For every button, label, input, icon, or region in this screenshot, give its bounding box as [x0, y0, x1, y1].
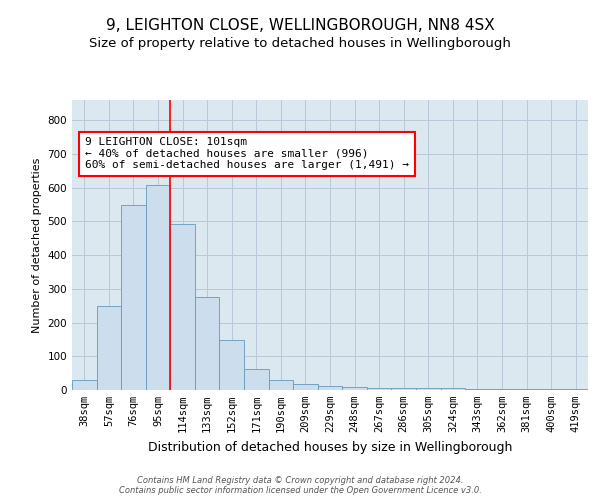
Bar — [170, 224, 195, 390]
Text: 9 LEIGHTON CLOSE: 101sqm
← 40% of detached houses are smaller (996)
60% of semi-: 9 LEIGHTON CLOSE: 101sqm ← 40% of detach… — [85, 137, 409, 170]
Bar — [416, 388, 440, 390]
Bar — [195, 296, 220, 390]
X-axis label: Distribution of detached houses by size in Wellingborough: Distribution of detached houses by size … — [148, 440, 512, 454]
Bar — [97, 306, 121, 390]
Bar — [391, 388, 416, 390]
Bar — [318, 386, 342, 390]
Text: Contains HM Land Registry data © Crown copyright and database right 2024.
Contai: Contains HM Land Registry data © Crown c… — [119, 476, 481, 495]
Bar — [563, 388, 588, 390]
Bar — [121, 205, 146, 390]
Bar — [269, 380, 293, 390]
Bar — [342, 386, 367, 390]
Bar — [440, 388, 465, 390]
Bar — [72, 380, 97, 390]
Text: Size of property relative to detached houses in Wellingborough: Size of property relative to detached ho… — [89, 38, 511, 51]
Bar — [539, 388, 563, 390]
Bar — [367, 388, 391, 390]
Bar — [465, 388, 490, 390]
Text: 9, LEIGHTON CLOSE, WELLINGBOROUGH, NN8 4SX: 9, LEIGHTON CLOSE, WELLINGBOROUGH, NN8 4… — [106, 18, 494, 32]
Bar — [146, 186, 170, 390]
Y-axis label: Number of detached properties: Number of detached properties — [32, 158, 42, 332]
Bar — [293, 384, 318, 390]
Bar — [514, 388, 539, 390]
Bar — [244, 369, 269, 390]
Bar — [220, 340, 244, 390]
Bar — [490, 388, 514, 390]
